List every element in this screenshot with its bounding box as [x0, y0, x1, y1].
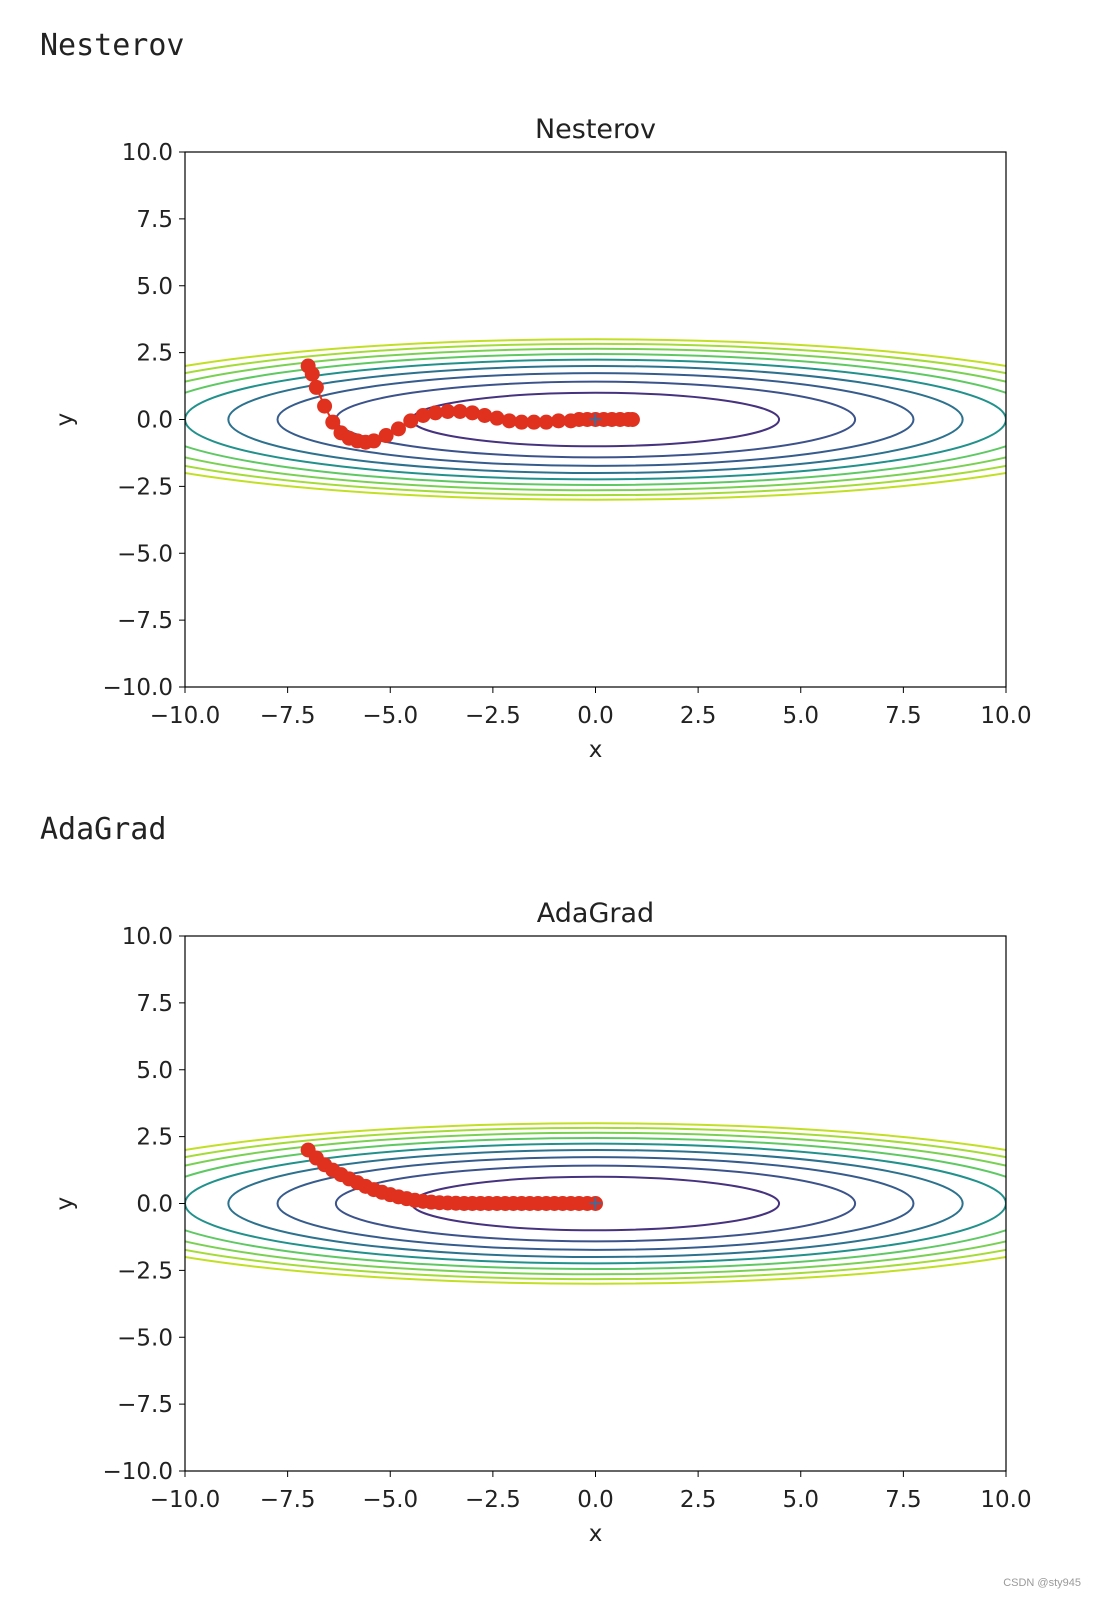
- nesterov-ytick-label-0: 10.0: [122, 140, 173, 166]
- nesterov-path-point-22: [526, 414, 542, 430]
- adagrad-contour-level-3: [276, 1156, 915, 1251]
- nesterov-xtick-label-2: −5.0: [362, 703, 418, 729]
- nesterov-path-point-1: [304, 366, 320, 382]
- adagrad-contour-level-5: [185, 1142, 1006, 1265]
- adagrad-contour-group: [185, 1122, 1006, 1285]
- adagrad-contour-level-2: [334, 1164, 857, 1243]
- nesterov-contour-level-3: [276, 372, 915, 467]
- adagrad-xtick-label-6: 5.0: [782, 1487, 819, 1513]
- nesterov-contour-level-4: [227, 365, 964, 474]
- adagrad-xtick-label-3: −2.5: [465, 1487, 521, 1513]
- nesterov-ytick-label-7: −7.5: [117, 608, 173, 634]
- chart-adagrad: −10.0 −7.5 −5.0 −2.5 0.0 2.5 5.0 7.5 10.0 10.0 7.5…: [52, 898, 1032, 1547]
- adagrad-ytick-label-1: 7.5: [136, 991, 173, 1017]
- nesterov-contour-level-5: [185, 358, 1006, 481]
- nesterov-path-point-13: [415, 407, 431, 423]
- nesterov-path-point-16: [452, 403, 468, 419]
- adagrad-xtick-label-8: 10.0: [980, 1487, 1031, 1513]
- nesterov-path-point-4: [325, 414, 341, 430]
- nesterov-contour-level-7: [185, 347, 1006, 492]
- nesterov-path-point-23: [538, 414, 554, 430]
- nesterov-path-point-19: [489, 410, 505, 426]
- nesterov-title: Nesterov: [535, 114, 656, 145]
- nesterov-path-point-11: [390, 421, 406, 437]
- adagrad-xtick-label-1: −7.5: [260, 1487, 316, 1513]
- nesterov-xlabel: x: [589, 737, 603, 763]
- adagrad-ytick-label-4: 0.0: [136, 1192, 173, 1218]
- nesterov-ytick-label-8: −10.0: [103, 675, 173, 701]
- adagrad-minimum-marker: [589, 1197, 602, 1210]
- nesterov-xtick-label-4: 0.0: [577, 703, 614, 729]
- nesterov-path-point-24: [551, 413, 567, 429]
- nesterov-ylabel: y: [52, 413, 78, 427]
- adagrad-contour-level-9: [185, 1122, 1006, 1285]
- chart-nesterov: −10.0 −7.5 −5.0 −2.5 0.0 2.5 5.0 7.5 10.0 10.0 7.5…: [52, 114, 1032, 763]
- nesterov-path-point-14: [427, 405, 443, 421]
- cell-output-label-nesterov: Nesterov: [40, 28, 185, 63]
- nesterov-minimum-marker: [589, 413, 602, 426]
- adagrad-ytick-label-8: −10.0: [103, 1459, 173, 1485]
- nesterov-ytick-label-1: 7.5: [136, 207, 173, 233]
- nesterov-xtick-label-5: 2.5: [680, 703, 717, 729]
- adagrad-xtick-label-2: −5.0: [362, 1487, 418, 1513]
- nesterov-xtick-label-6: 5.0: [782, 703, 819, 729]
- adagrad-title: AdaGrad: [537, 898, 654, 929]
- adagrad-ytick-label-0: 10.0: [122, 924, 173, 950]
- nesterov-contour-level-9: [185, 338, 1006, 501]
- nesterov-ytick-label-4: 0.0: [136, 408, 173, 434]
- adagrad-xlabel: x: [589, 1521, 603, 1547]
- nesterov-xtick-label-0: −10.0: [150, 703, 220, 729]
- adagrad-ytick-label-3: 2.5: [136, 1125, 173, 1151]
- adagrad-ytick-label-2: 5.0: [136, 1058, 173, 1084]
- nesterov-xtick-label-8: 10.0: [980, 703, 1031, 729]
- adagrad-contour-level-6: [185, 1136, 1006, 1271]
- nesterov-ytick-label-3: 2.5: [136, 341, 173, 367]
- adagrad-xtick-label-5: 2.5: [680, 1487, 717, 1513]
- nesterov-path-point-18: [477, 407, 493, 423]
- adagrad-contour-level-7: [185, 1131, 1006, 1276]
- nesterov-path-point-20: [501, 413, 517, 429]
- adagrad-xtick-label-7: 7.5: [885, 1487, 922, 1513]
- nesterov-xtick-label-3: −2.5: [465, 703, 521, 729]
- nesterov-path-point-15: [440, 403, 456, 419]
- nesterov-path-point-21: [514, 414, 530, 430]
- adagrad-ytick-label-7: −7.5: [117, 1392, 173, 1418]
- nesterov-ytick-label-6: −5.0: [117, 541, 173, 567]
- nesterov-contour-group: [185, 338, 1006, 501]
- nesterov-path-point-17: [464, 405, 480, 421]
- nesterov-contour-level-8: [185, 342, 1006, 497]
- nesterov-path-point-33: [624, 412, 640, 427]
- cell-output-label-adagrad: AdaGrad: [40, 812, 167, 847]
- adagrad-ylabel: y: [52, 1197, 78, 1211]
- nesterov-ytick-label-5: −2.5: [117, 474, 173, 500]
- adagrad-ytick-label-5: −2.5: [117, 1258, 173, 1284]
- watermark: CSDN @sty945: [1003, 1577, 1081, 1589]
- adagrad-xtick-label-0: −10.0: [150, 1487, 220, 1513]
- nesterov-xtick-label-1: −7.5: [260, 703, 316, 729]
- adagrad-contour-level-4: [227, 1149, 964, 1258]
- nesterov-path-point-12: [403, 413, 419, 429]
- nesterov-ytick-label-2: 5.0: [136, 274, 173, 300]
- adagrad-xtick-label-4: 0.0: [577, 1487, 614, 1513]
- nesterov-contour-level-6: [185, 352, 1006, 487]
- nesterov-path-point-10: [378, 428, 394, 444]
- nesterov-path-point-3: [317, 398, 333, 414]
- nesterov-path-point-2: [308, 379, 324, 395]
- adagrad-contour-level-8: [185, 1126, 1006, 1281]
- adagrad-ytick-label-6: −5.0: [117, 1325, 173, 1351]
- nesterov-path-point-9: [366, 433, 382, 449]
- nesterov-xtick-label-7: 7.5: [885, 703, 922, 729]
